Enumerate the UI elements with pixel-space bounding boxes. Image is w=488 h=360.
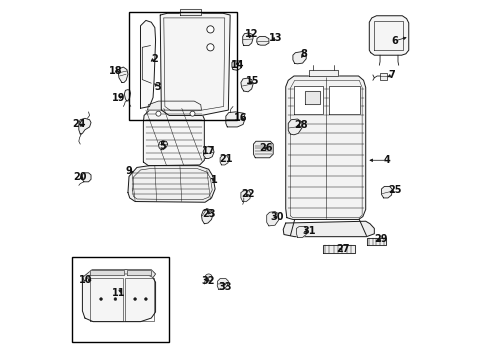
- Text: 9: 9: [125, 166, 132, 176]
- Text: 25: 25: [387, 185, 401, 195]
- Text: 22: 22: [241, 189, 254, 199]
- Polygon shape: [241, 191, 250, 202]
- Polygon shape: [124, 90, 130, 101]
- Polygon shape: [328, 86, 359, 114]
- Polygon shape: [296, 226, 306, 237]
- Polygon shape: [253, 141, 273, 158]
- Text: 7: 7: [388, 70, 395, 80]
- Polygon shape: [231, 61, 241, 70]
- Polygon shape: [126, 270, 151, 275]
- Text: 4: 4: [383, 155, 390, 165]
- Polygon shape: [242, 33, 253, 45]
- Polygon shape: [241, 78, 253, 92]
- Text: 11: 11: [111, 288, 125, 298]
- Polygon shape: [89, 270, 124, 275]
- Text: 28: 28: [294, 121, 307, 130]
- Circle shape: [114, 298, 117, 301]
- Text: 33: 33: [218, 282, 231, 292]
- Polygon shape: [285, 76, 365, 220]
- Polygon shape: [220, 156, 228, 165]
- Text: 10: 10: [79, 275, 93, 285]
- Text: 27: 27: [335, 244, 349, 254]
- Polygon shape: [322, 245, 354, 253]
- Text: 23: 23: [202, 210, 216, 220]
- Polygon shape: [82, 270, 155, 281]
- Text: 2: 2: [150, 54, 157, 64]
- Polygon shape: [217, 279, 228, 289]
- Circle shape: [156, 111, 161, 116]
- Bar: [72, 257, 169, 342]
- Text: 21: 21: [219, 154, 232, 164]
- Polygon shape: [308, 69, 337, 76]
- Text: 5: 5: [159, 141, 166, 151]
- Polygon shape: [203, 146, 214, 158]
- Polygon shape: [180, 9, 201, 15]
- Text: 14: 14: [230, 59, 244, 69]
- Polygon shape: [143, 108, 204, 166]
- Polygon shape: [160, 13, 230, 116]
- Circle shape: [144, 298, 147, 301]
- Text: 18: 18: [109, 66, 122, 76]
- Text: 8: 8: [300, 49, 306, 59]
- Polygon shape: [128, 166, 215, 202]
- Text: 26: 26: [259, 143, 272, 153]
- Text: 29: 29: [374, 234, 387, 244]
- Polygon shape: [266, 212, 278, 226]
- Circle shape: [206, 26, 214, 33]
- Text: 17: 17: [202, 146, 215, 156]
- Polygon shape: [366, 238, 386, 245]
- Circle shape: [133, 298, 136, 301]
- Polygon shape: [147, 101, 201, 110]
- Polygon shape: [82, 270, 155, 321]
- Text: 13: 13: [269, 33, 282, 43]
- Polygon shape: [201, 209, 212, 224]
- Text: 20: 20: [73, 172, 86, 182]
- Polygon shape: [292, 51, 305, 64]
- Text: 1: 1: [210, 175, 217, 185]
- Text: 15: 15: [246, 76, 259, 86]
- Text: 32: 32: [201, 276, 214, 286]
- Polygon shape: [140, 21, 155, 108]
- Text: 16: 16: [234, 113, 247, 123]
- Circle shape: [190, 111, 195, 116]
- Text: 30: 30: [270, 212, 284, 221]
- Polygon shape: [287, 119, 301, 135]
- Polygon shape: [225, 112, 244, 127]
- Polygon shape: [293, 86, 323, 114]
- Polygon shape: [256, 37, 268, 45]
- Polygon shape: [79, 118, 91, 134]
- Polygon shape: [304, 91, 319, 104]
- Circle shape: [204, 274, 212, 281]
- Polygon shape: [283, 221, 373, 237]
- Polygon shape: [82, 173, 91, 182]
- Bar: [379, 73, 386, 80]
- Circle shape: [100, 298, 102, 301]
- Text: 31: 31: [302, 226, 315, 236]
- Text: 12: 12: [244, 29, 258, 39]
- Polygon shape: [118, 67, 128, 82]
- Text: 19: 19: [112, 93, 125, 103]
- Polygon shape: [158, 140, 167, 150]
- Text: 6: 6: [391, 36, 398, 46]
- Circle shape: [206, 44, 214, 51]
- Polygon shape: [368, 16, 408, 55]
- Text: 3: 3: [154, 82, 161, 92]
- Bar: [129, 12, 236, 120]
- Polygon shape: [381, 186, 391, 198]
- Text: 24: 24: [72, 120, 85, 129]
